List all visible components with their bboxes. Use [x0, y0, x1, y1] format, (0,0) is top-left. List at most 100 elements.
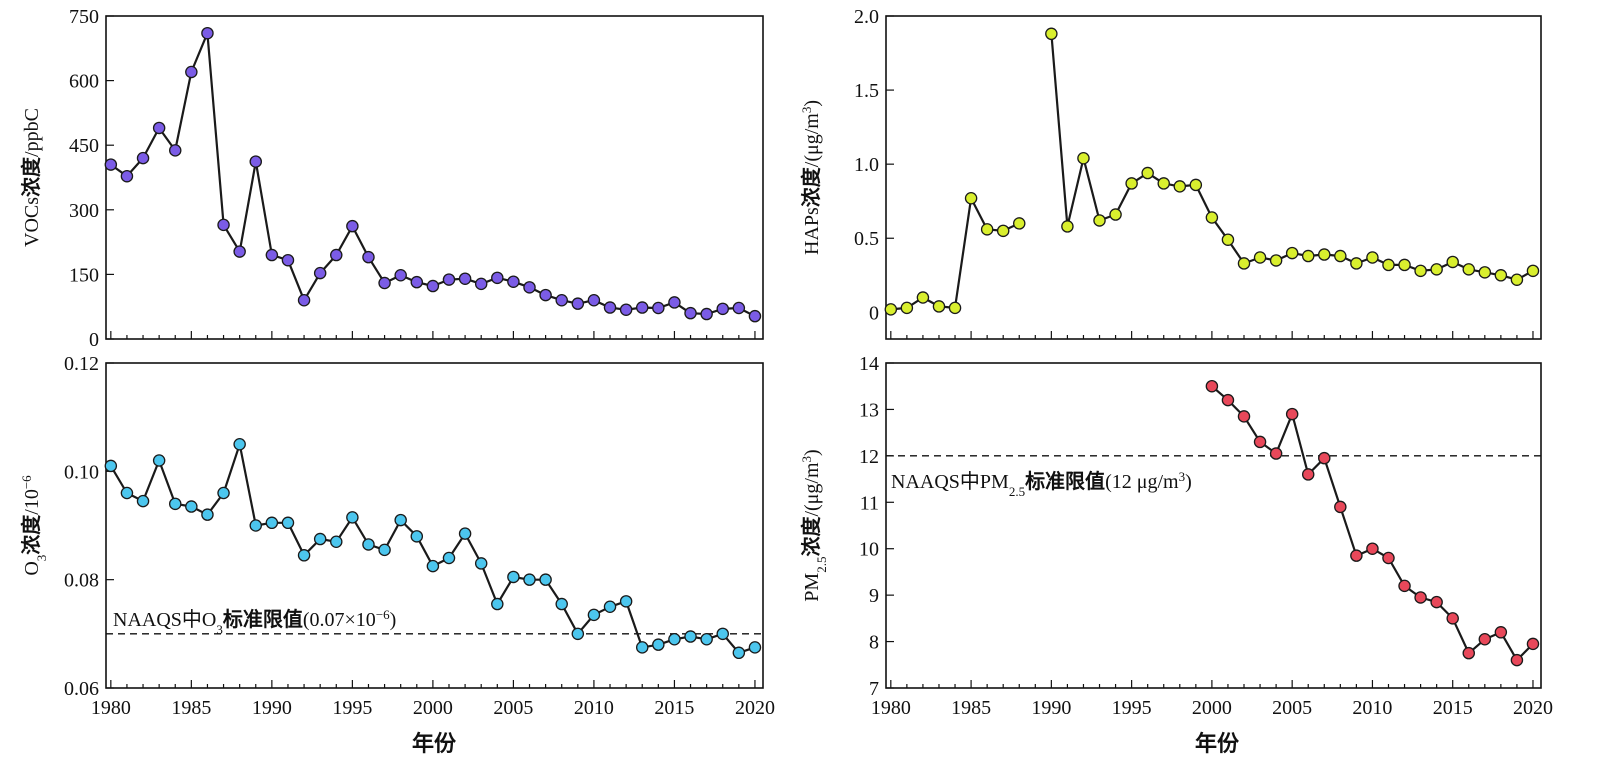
data-point — [458, 272, 472, 285]
plot-frame — [885, 362, 1542, 689]
data-point — [587, 293, 601, 307]
data-point — [948, 301, 962, 315]
data-point — [1430, 595, 1443, 609]
data-point — [281, 516, 295, 530]
series-line — [110, 32, 756, 318]
data-point — [507, 275, 520, 288]
x-tick-label: 1995 — [1112, 697, 1152, 719]
data-point — [619, 303, 633, 316]
x-tick-label: 2000 — [1192, 697, 1232, 719]
data-point — [748, 309, 762, 323]
y-tick-label: 2.0 — [854, 6, 879, 28]
data-point — [1510, 653, 1524, 667]
data-point — [1237, 410, 1251, 423]
data-point — [265, 248, 279, 262]
data-point — [233, 437, 246, 451]
data-point — [603, 600, 617, 614]
data-point — [964, 191, 978, 205]
data-point — [1221, 233, 1235, 246]
data-point — [1494, 269, 1508, 282]
x-tick-label: 2005 — [493, 697, 533, 719]
data-point — [1301, 249, 1315, 263]
data-point — [1334, 500, 1347, 514]
data-point — [1125, 177, 1138, 190]
x-tick-label: 1985 — [951, 697, 991, 719]
data-point — [652, 638, 665, 651]
data-point — [346, 219, 359, 233]
data-point — [378, 543, 391, 557]
x-tick-label: 2020 — [735, 697, 775, 719]
data-point — [1141, 166, 1154, 180]
data-point — [1366, 542, 1379, 555]
data-point — [1382, 551, 1395, 565]
y-axis-label: VOCs浓度/ppbC — [19, 108, 43, 247]
data-point — [1253, 435, 1267, 449]
series-line — [1211, 385, 1534, 662]
data-point — [410, 275, 424, 289]
data-point — [900, 301, 914, 315]
xlabel-right: 年份 — [1195, 732, 1240, 757]
data-point — [297, 293, 311, 307]
data-point — [635, 641, 649, 654]
data-point — [523, 573, 536, 586]
x-tick-label: 2000 — [413, 697, 453, 719]
data-point — [555, 293, 568, 307]
data-point — [185, 65, 198, 79]
data-point — [185, 500, 198, 513]
data-point — [1398, 258, 1411, 272]
data-point — [330, 535, 343, 549]
data-point — [330, 248, 343, 262]
data-point — [732, 646, 746, 660]
y-tick-label: 150 — [69, 264, 99, 286]
data-point — [474, 277, 488, 291]
data-point — [1350, 549, 1363, 562]
data-point — [152, 121, 166, 135]
y-tick-label: 10 — [859, 539, 879, 561]
data-point — [394, 513, 407, 527]
y-tick-label: 11 — [860, 492, 879, 514]
data-point — [104, 459, 118, 473]
data-point — [1494, 626, 1508, 639]
data-point — [1269, 254, 1283, 267]
data-point — [313, 266, 327, 280]
data-point — [1446, 255, 1459, 269]
data-point — [426, 559, 440, 573]
data-point — [523, 281, 536, 294]
plot-frame — [885, 15, 1542, 340]
data-point — [932, 300, 946, 313]
data-point — [619, 595, 633, 608]
data-point — [458, 527, 472, 540]
data-point — [491, 271, 504, 285]
data-point — [571, 297, 585, 310]
data-point — [1012, 217, 1026, 230]
data-point — [1077, 151, 1090, 165]
data-point — [1269, 447, 1283, 460]
data-point — [700, 633, 713, 646]
data-point — [1285, 246, 1299, 260]
data-point — [748, 641, 762, 654]
data-point — [716, 627, 729, 641]
panel-o3: 1980 1985 1990 1995 2000 2005 2010 2015 2020 0.06… — [19, 353, 775, 719]
y-tick-label: 0 — [89, 329, 99, 351]
data-point — [539, 573, 552, 586]
data-point — [1478, 266, 1492, 279]
y-tick-label: 0.08 — [64, 570, 99, 592]
y-tick-label: 0 — [869, 302, 879, 324]
data-point — [1510, 273, 1524, 286]
data-point — [1301, 468, 1315, 481]
data-point — [152, 454, 166, 467]
y-tick-label: 12 — [859, 446, 879, 468]
data-point — [1382, 258, 1395, 272]
x-tick-label: 2010 — [1352, 697, 1392, 719]
data-point — [136, 151, 150, 165]
x-tick-label: 1980 — [91, 697, 131, 719]
data-point — [1157, 177, 1170, 190]
y-tick-label: 600 — [69, 71, 99, 93]
naaqs-limit-label: NAAQS中PM2.5标准限值(12 μg/m3) — [891, 468, 1192, 498]
data-point — [1253, 251, 1267, 264]
data-point — [555, 597, 568, 611]
data-point — [426, 279, 440, 293]
data-point — [1366, 251, 1379, 264]
data-point — [1350, 257, 1363, 270]
data-point — [732, 301, 746, 315]
